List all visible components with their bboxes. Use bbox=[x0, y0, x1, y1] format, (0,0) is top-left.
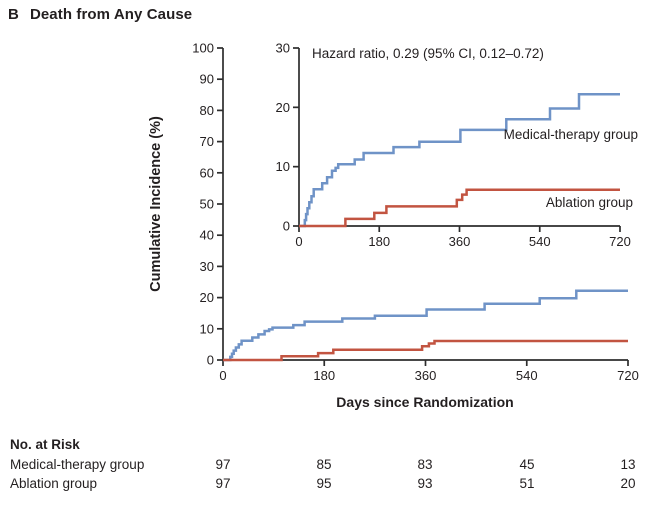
panel-letter: B bbox=[8, 6, 19, 23]
main-plot-y-tick-label: 40 bbox=[200, 228, 214, 243]
risk-value: 20 bbox=[620, 476, 636, 491]
risk-value: 83 bbox=[417, 457, 433, 472]
main-plot-curve-medical bbox=[223, 289, 628, 362]
inset-plot-x-tick-label: 720 bbox=[609, 234, 631, 249]
main-plot-x-tick-label: 0 bbox=[219, 368, 226, 383]
inset-plot-y-tick-label: 20 bbox=[276, 100, 290, 115]
main-plot-curve-ablation bbox=[223, 339, 628, 362]
main-plot-y-tick-label: 70 bbox=[200, 134, 214, 149]
inset-plot-x-tick-label: 360 bbox=[449, 234, 471, 249]
inset-plot-x-tick-label: 540 bbox=[529, 234, 551, 249]
risk-value: 85 bbox=[316, 457, 332, 472]
panel-header: B Death from Any Cause bbox=[8, 6, 192, 23]
main-plot-y-tick-label: 80 bbox=[200, 103, 214, 118]
main-plot-y-tick-label: 50 bbox=[200, 197, 214, 212]
risk-row-label-medical: Medical-therapy group bbox=[10, 457, 145, 472]
risk-value: 45 bbox=[519, 457, 535, 472]
main-plot-y-tick-label: 10 bbox=[200, 321, 214, 336]
hazard-ratio-annotation: Hazard ratio, 0.29 (95% CI, 0.12–0.72) bbox=[312, 46, 544, 61]
y-axis-title: Cumulative Incidence (%) bbox=[148, 116, 164, 292]
risk-value: 95 bbox=[316, 476, 332, 491]
x-axis-title: Days since Randomization bbox=[336, 394, 514, 410]
inset-plot-y-tick-label: 10 bbox=[276, 159, 290, 174]
main-plot-y-tick-label: 30 bbox=[200, 259, 214, 274]
main-plot-y-tick-label: 60 bbox=[200, 165, 214, 180]
inset-plot-curve-medical bbox=[299, 93, 620, 228]
inset-plot-y-tick-label: 30 bbox=[276, 41, 290, 56]
risk-value: 13 bbox=[620, 457, 636, 472]
main-plot-y-tick-label: 20 bbox=[200, 290, 214, 305]
risk-table-heading: No. at Risk bbox=[10, 437, 80, 452]
risk-value: 97 bbox=[215, 457, 231, 472]
curve-label-medical-therapy-group: Medical-therapy group bbox=[503, 127, 638, 142]
risk-value: 97 bbox=[215, 476, 231, 491]
inset-plot-x-tick-label: 180 bbox=[368, 234, 390, 249]
risk-value: 51 bbox=[519, 476, 535, 491]
main-plot-y-tick-label: 90 bbox=[200, 72, 214, 87]
curve-label-ablation-group: Ablation group bbox=[545, 195, 633, 210]
risk-row-label-ablation: Ablation group bbox=[10, 476, 98, 491]
main-plot-x-tick-label: 360 bbox=[415, 368, 437, 383]
inset-plot-x-tick-label: 0 bbox=[295, 234, 302, 249]
risk-value: 93 bbox=[417, 476, 433, 491]
main-plot-x-tick-label: 540 bbox=[516, 368, 538, 383]
main-plot-y-tick-label: 100 bbox=[192, 41, 214, 56]
panel-title: Death from Any Cause bbox=[29, 6, 193, 23]
main-plot-y-tick-label: 0 bbox=[207, 353, 214, 368]
inset-plot-curve-ablation bbox=[299, 188, 620, 228]
main-plot-x-tick-label: 720 bbox=[617, 368, 639, 383]
inset-plot-y-tick-label: 0 bbox=[283, 219, 290, 234]
main-plot-x-tick-label: 180 bbox=[313, 368, 335, 383]
